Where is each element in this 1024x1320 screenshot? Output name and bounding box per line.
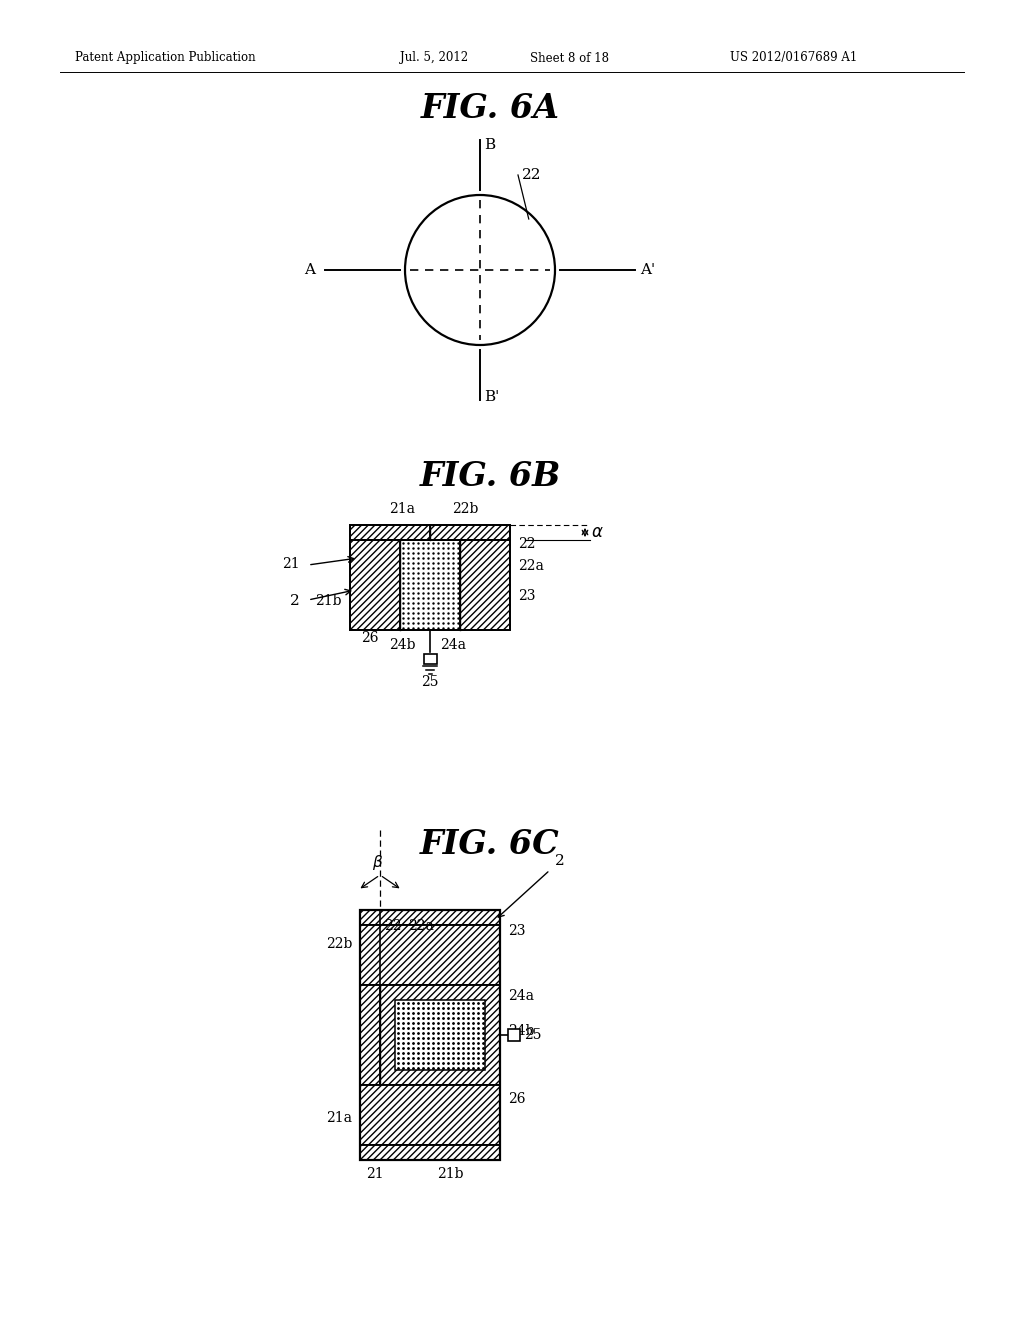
Bar	[360, 1144, 500, 1160]
Text: B': B'	[484, 389, 500, 404]
Text: 2: 2	[555, 854, 565, 869]
Bar	[350, 540, 510, 630]
Text: 24a: 24a	[440, 638, 466, 652]
Text: B: B	[484, 139, 496, 152]
Text: FIG. 6A: FIG. 6A	[421, 91, 559, 124]
Bar	[360, 909, 500, 1160]
Text: Jul. 5, 2012: Jul. 5, 2012	[400, 51, 468, 65]
Bar	[395, 1001, 485, 1071]
Bar	[350, 525, 510, 540]
Text: US 2012/0167689 A1: US 2012/0167689 A1	[730, 51, 857, 65]
Bar	[395, 1001, 485, 1071]
Text: 23: 23	[508, 924, 525, 939]
Bar	[360, 985, 380, 1085]
Bar	[380, 985, 500, 1085]
Bar	[360, 1085, 500, 1144]
Text: 25: 25	[421, 675, 438, 689]
Text: 22a: 22a	[408, 919, 434, 933]
Text: A': A'	[640, 263, 655, 277]
Text: 22b: 22b	[452, 502, 478, 516]
Bar	[360, 909, 500, 925]
Text: 22: 22	[518, 537, 536, 550]
Bar	[424, 653, 437, 664]
Bar	[350, 525, 430, 540]
Bar	[350, 540, 400, 630]
Text: FIG. 6B: FIG. 6B	[419, 461, 561, 494]
Text: 23: 23	[518, 589, 536, 603]
Text: $\alpha$: $\alpha$	[591, 524, 604, 541]
Text: 21: 21	[283, 557, 300, 572]
Text: 22b: 22b	[326, 936, 352, 950]
Text: 21b: 21b	[437, 1167, 463, 1181]
Text: 22a: 22a	[518, 558, 544, 573]
Text: Sheet 8 of 18: Sheet 8 of 18	[530, 51, 609, 65]
Text: 21b: 21b	[315, 594, 342, 609]
Text: 21a: 21a	[326, 1111, 352, 1126]
Text: 25: 25	[524, 1028, 542, 1041]
Bar	[460, 540, 510, 630]
Text: 21a: 21a	[389, 502, 415, 516]
Text: 26: 26	[508, 1092, 525, 1106]
Bar	[360, 925, 500, 985]
Bar	[508, 1030, 520, 1041]
Text: 26: 26	[361, 631, 379, 645]
Bar	[400, 540, 460, 630]
Text: 22: 22	[384, 919, 401, 933]
Text: $\beta$: $\beta$	[373, 854, 384, 873]
Text: A: A	[304, 263, 315, 277]
Text: 24a: 24a	[508, 989, 534, 1003]
Text: 24b: 24b	[389, 638, 416, 652]
Text: FIG. 6C: FIG. 6C	[420, 829, 560, 862]
Bar	[430, 525, 510, 540]
Text: 22: 22	[522, 168, 542, 182]
Text: 24b: 24b	[508, 1024, 535, 1038]
Text: Patent Application Publication: Patent Application Publication	[75, 51, 256, 65]
Text: 2: 2	[290, 594, 300, 609]
Text: 21: 21	[367, 1167, 384, 1181]
